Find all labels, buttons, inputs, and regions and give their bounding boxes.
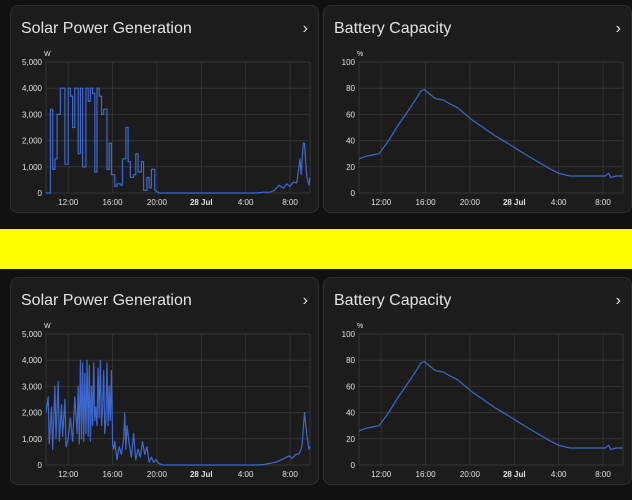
y-tick-label: 80 (346, 84, 355, 93)
x-tick-label: 12:00 (58, 198, 79, 207)
x-tick-label: 12:00 (371, 470, 392, 479)
card-title: Battery Capacity (334, 292, 452, 309)
series-line (358, 88, 623, 178)
y-tick-label: 1,000 (22, 163, 43, 172)
chevron-right-icon[interactable]: › (302, 292, 308, 309)
unit-label: % (357, 51, 363, 58)
battery-capacity-chart[interactable]: 0 20 40 60 80 100 12:00 16:00 20:00 28 Jul 4:00 8:0… (324, 278, 631, 484)
solar-power-chart[interactable]: 0 1,000 2,000 3,000 4,000 5,000 12:00 16:00 20:0… (11, 278, 318, 484)
card-title: Solar Power Generation (21, 292, 192, 309)
x-tick-label: 4:00 (551, 198, 567, 207)
x-tick-label: 20:00 (147, 470, 168, 479)
x-tick-label: 8:00 (282, 198, 298, 207)
y-tick-label: 1,000 (22, 435, 43, 444)
y-tick-label: 5,000 (22, 58, 43, 67)
y-tick-label: 4,000 (22, 356, 43, 365)
series-line (45, 359, 311, 466)
x-tick-label: 4:00 (238, 470, 254, 479)
x-tick-label: 28 Jul (503, 198, 526, 207)
yellow-separator (0, 229, 632, 269)
y-tick-label: 20 (346, 163, 355, 172)
y-tick-label: 40 (346, 137, 355, 146)
series-line (358, 360, 623, 450)
chevron-right-icon[interactable]: › (302, 20, 308, 37)
y-tick-label: 60 (346, 382, 355, 391)
y-tick-label: 60 (346, 110, 355, 119)
y-tick-label: 3,000 (22, 110, 43, 119)
x-tick-label: 20:00 (460, 198, 481, 207)
y-tick-label: 2,000 (22, 409, 43, 418)
y-tick-label: 0 (38, 461, 43, 470)
y-tick-label: 5,000 (22, 330, 43, 339)
x-tick-label: 12:00 (371, 198, 392, 207)
battery-capacity-card-bottom[interactable]: Battery Capacity › 0 20 40 60 80 100 12:00 16:0… (323, 277, 632, 485)
x-tick-label: 28 Jul (190, 470, 213, 479)
y-tick-label: 80 (346, 356, 355, 365)
top-dark-band (0, 209, 632, 229)
card-title: Battery Capacity (334, 20, 452, 37)
x-tick-label: 28 Jul (190, 198, 213, 207)
unit-label: W (44, 323, 51, 330)
y-tick-label: 0 (351, 189, 356, 198)
x-tick-label: 16:00 (103, 198, 124, 207)
y-tick-label: 100 (342, 58, 356, 67)
y-tick-label: 4,000 (22, 84, 43, 93)
battery-capacity-chart[interactable]: 0 20 40 60 80 100 12:00 16:00 20:00 28 Jul 4:00 8:0… (324, 6, 631, 212)
x-tick-label: 8:00 (282, 470, 298, 479)
y-tick-label: 0 (351, 461, 356, 470)
x-tick-label: 4:00 (551, 470, 567, 479)
chevron-right-icon[interactable]: › (615, 292, 621, 309)
x-tick-label: 8:00 (595, 198, 611, 207)
series-line (46, 87, 311, 194)
card-title: Solar Power Generation (21, 20, 192, 37)
y-tick-label: 2,000 (22, 137, 43, 146)
solar-power-chart[interactable]: 0 1,000 2,000 3,000 4,000 5,000 12:00 16:00 20:0… (11, 6, 318, 212)
solar-power-card-top[interactable]: Solar Power Generation › 0 1,000 2,000 3,00… (10, 5, 319, 213)
y-tick-label: 40 (346, 409, 355, 418)
x-tick-label: 28 Jul (503, 470, 526, 479)
x-tick-label: 12:00 (58, 470, 79, 479)
x-tick-label: 4:00 (238, 198, 254, 207)
unit-label: W (44, 51, 51, 58)
y-tick-label: 20 (346, 435, 355, 444)
x-tick-label: 16:00 (103, 470, 124, 479)
x-tick-label: 16:00 (416, 198, 437, 207)
x-tick-label: 20:00 (460, 470, 481, 479)
y-tick-label: 0 (38, 189, 43, 198)
solar-power-card-bottom[interactable]: Solar Power Generation › 0 1,000 2,000 3,00… (10, 277, 319, 485)
x-tick-label: 8:00 (595, 470, 611, 479)
x-tick-label: 16:00 (416, 470, 437, 479)
battery-capacity-card-top[interactable]: Battery Capacity › 0 20 40 60 80 100 12:00 16:0… (323, 5, 632, 213)
unit-label: % (357, 323, 363, 330)
y-tick-label: 100 (342, 330, 356, 339)
chevron-right-icon[interactable]: › (615, 20, 621, 37)
y-tick-label: 3,000 (22, 382, 43, 391)
x-tick-label: 20:00 (147, 198, 168, 207)
